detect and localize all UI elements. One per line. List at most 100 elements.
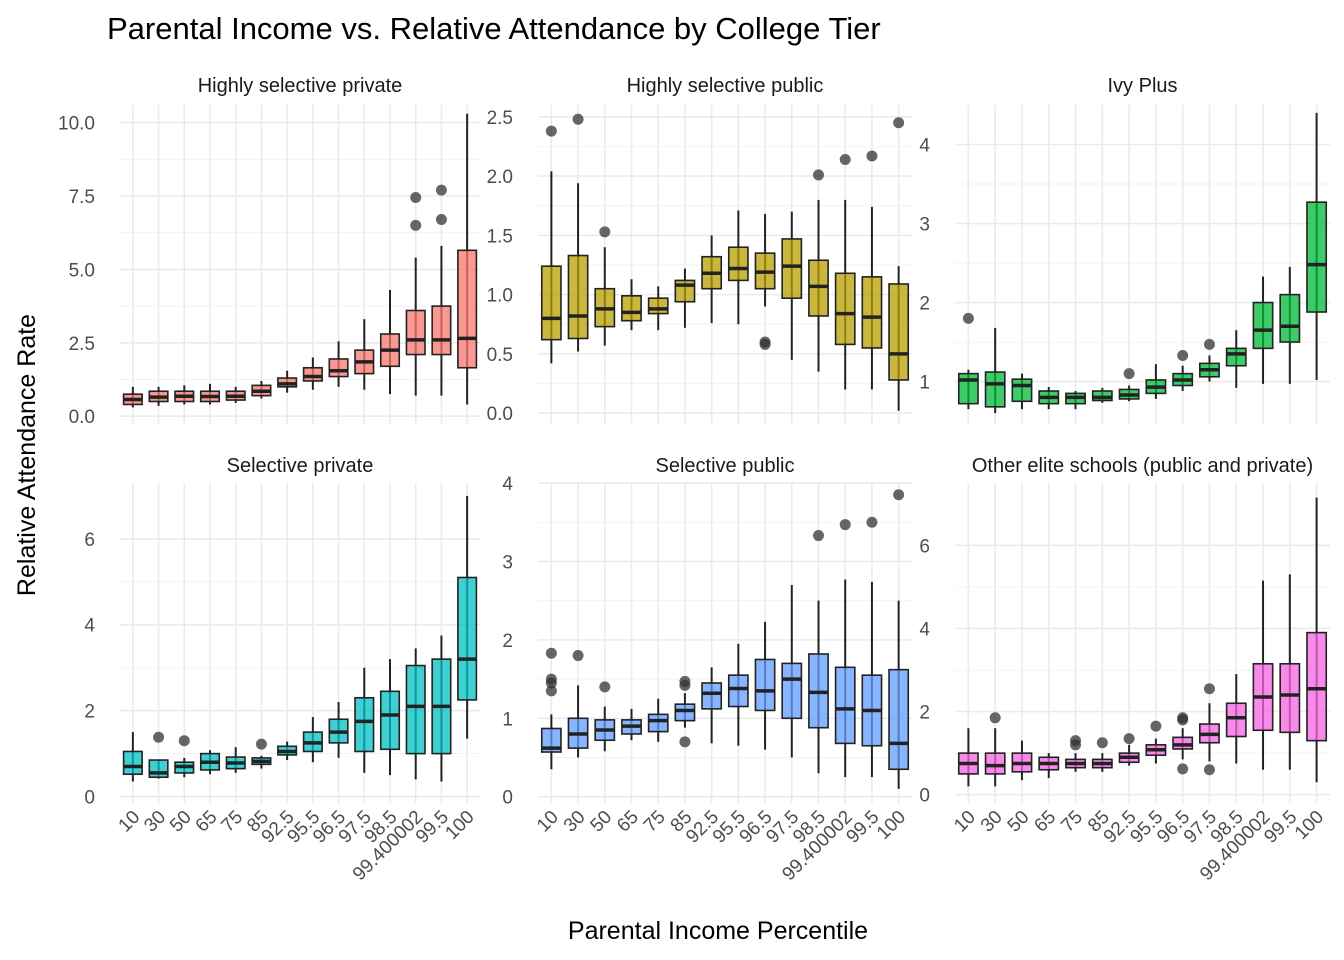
box-65 bbox=[199, 383, 221, 405]
y-tick-label: 3 bbox=[502, 552, 513, 573]
outlier-point bbox=[1070, 735, 1082, 747]
box-92.5 bbox=[1118, 733, 1140, 766]
box bbox=[984, 371, 1006, 408]
x-tick-label: 75 bbox=[640, 807, 670, 837]
y-tick-label: 2 bbox=[919, 294, 930, 315]
box bbox=[701, 682, 723, 710]
box-98.5 bbox=[808, 169, 829, 372]
x-tick-label: 100 bbox=[1291, 807, 1328, 844]
outlier-point bbox=[1150, 720, 1162, 732]
facet-strip-label: Other elite schools (public and private) bbox=[972, 455, 1313, 477]
chart-title: Parental Income vs. Relative Attendance … bbox=[107, 11, 881, 46]
x-tick-label: 50 bbox=[587, 807, 617, 837]
box-group bbox=[122, 495, 478, 782]
box-10 bbox=[957, 728, 979, 787]
box-100 bbox=[1306, 112, 1328, 380]
x-axis-title: Parental Income Percentile bbox=[568, 917, 868, 945]
box-group bbox=[957, 497, 1328, 787]
box-98.5 bbox=[1225, 674, 1247, 764]
box-85 bbox=[251, 380, 272, 399]
outlier-point bbox=[178, 735, 190, 747]
box-99.400002 bbox=[1252, 580, 1274, 770]
box bbox=[540, 727, 562, 753]
box-10 bbox=[540, 125, 562, 364]
box-30 bbox=[984, 327, 1006, 414]
box bbox=[1279, 293, 1301, 343]
facet-strip-label: Highly selective public bbox=[627, 75, 824, 97]
box-group bbox=[122, 113, 478, 408]
facet-panel: 0 2 4 6 Other elite schools (public and priv… bbox=[919, 455, 1330, 885]
box bbox=[540, 265, 562, 341]
box-85 bbox=[1091, 737, 1113, 772]
outlier-point bbox=[962, 312, 974, 324]
x-tick-label: 100 bbox=[873, 807, 910, 844]
outlier-point bbox=[1177, 712, 1189, 724]
box-50 bbox=[594, 681, 616, 752]
outlier-point bbox=[1203, 338, 1215, 350]
y-tick-label: 1.0 bbox=[487, 286, 513, 307]
y-axis-title: Relative Attendance Rate bbox=[13, 314, 41, 596]
outlier-point bbox=[572, 113, 584, 125]
box-30 bbox=[148, 386, 169, 406]
box bbox=[457, 576, 478, 701]
x-tick-label: 65 bbox=[1030, 807, 1060, 837]
box-97.5 bbox=[1199, 338, 1220, 382]
box-97.5 bbox=[354, 667, 375, 773]
box-95.5 bbox=[1145, 364, 1167, 399]
box-85 bbox=[674, 268, 696, 328]
box-100 bbox=[457, 113, 478, 405]
facet-panel: 0.0 0.5 1.0 1.5 2.0 2.5 Highly selective publi… bbox=[487, 75, 912, 425]
facet-panel: 0.0 2.5 5.0 7.5 10.0 Highly selective private bbox=[58, 75, 480, 428]
outlier-point bbox=[866, 150, 878, 162]
box-75 bbox=[1065, 391, 1086, 410]
box bbox=[122, 750, 143, 776]
x-tick-label: 30 bbox=[560, 807, 590, 837]
outlier-point bbox=[759, 336, 771, 348]
outlier-point bbox=[545, 647, 557, 659]
box-50 bbox=[174, 385, 195, 405]
x-tick-label: 10 bbox=[533, 807, 563, 837]
box bbox=[727, 246, 749, 282]
box bbox=[1279, 662, 1301, 734]
y-tick-label: 10.0 bbox=[58, 114, 95, 135]
box-95.5 bbox=[1145, 720, 1167, 764]
outlier-point bbox=[679, 675, 691, 687]
box-96.5 bbox=[328, 341, 349, 387]
box-97.5 bbox=[1199, 683, 1220, 776]
y-tick-label: 2 bbox=[502, 631, 513, 652]
box bbox=[647, 297, 669, 315]
outlier-point bbox=[1096, 737, 1108, 749]
y-tick-label: 2.0 bbox=[487, 167, 513, 188]
box bbox=[379, 690, 401, 751]
y-tick-label: 0.0 bbox=[487, 404, 513, 425]
box-95.5 bbox=[727, 210, 749, 325]
box bbox=[957, 372, 979, 405]
box bbox=[1225, 702, 1247, 738]
box bbox=[354, 696, 375, 753]
y-tick-label: 2 bbox=[84, 702, 95, 723]
box bbox=[984, 752, 1006, 775]
box bbox=[834, 666, 856, 745]
box-85 bbox=[674, 675, 696, 748]
box-85 bbox=[251, 738, 272, 769]
box-50 bbox=[1011, 373, 1033, 410]
box bbox=[457, 249, 478, 369]
outlier-point bbox=[893, 489, 905, 501]
y-tick-label: 4 bbox=[84, 616, 95, 637]
box-95.5 bbox=[302, 357, 323, 390]
x-tick-label: 10 bbox=[950, 807, 980, 837]
box-92.5 bbox=[1118, 368, 1140, 402]
box-50 bbox=[174, 735, 195, 778]
box bbox=[808, 259, 829, 317]
box-99.400002 bbox=[405, 191, 426, 396]
outlier-point bbox=[1123, 368, 1135, 380]
y-tick-label: 0.5 bbox=[487, 345, 513, 366]
box-30 bbox=[567, 650, 589, 758]
box-65 bbox=[1038, 753, 1060, 779]
y-tick-label: 1 bbox=[919, 373, 930, 394]
box bbox=[405, 309, 426, 356]
box bbox=[567, 254, 589, 340]
